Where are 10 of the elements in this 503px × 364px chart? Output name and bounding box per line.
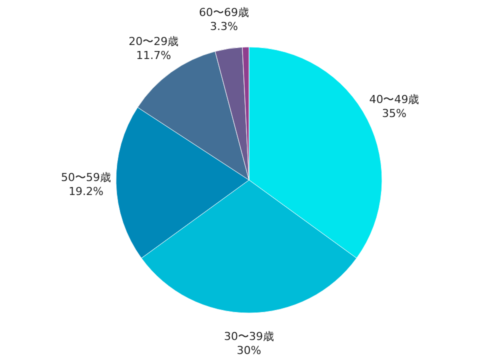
slice-label: 30〜39歳	[224, 330, 274, 343]
data-label: 30%	[236, 344, 262, 357]
data-label: 11.7%	[136, 48, 172, 62]
data-label: 35%	[382, 107, 406, 120]
slice-label: 60〜69歳	[199, 6, 250, 19]
slice-label: 20〜29歳	[128, 34, 179, 48]
data-label: 3.3%	[210, 20, 238, 33]
data-label: 19.2%	[68, 185, 104, 198]
slice-label: 40〜49歳	[369, 93, 420, 106]
slice-label: 50〜59歳	[61, 171, 112, 184]
